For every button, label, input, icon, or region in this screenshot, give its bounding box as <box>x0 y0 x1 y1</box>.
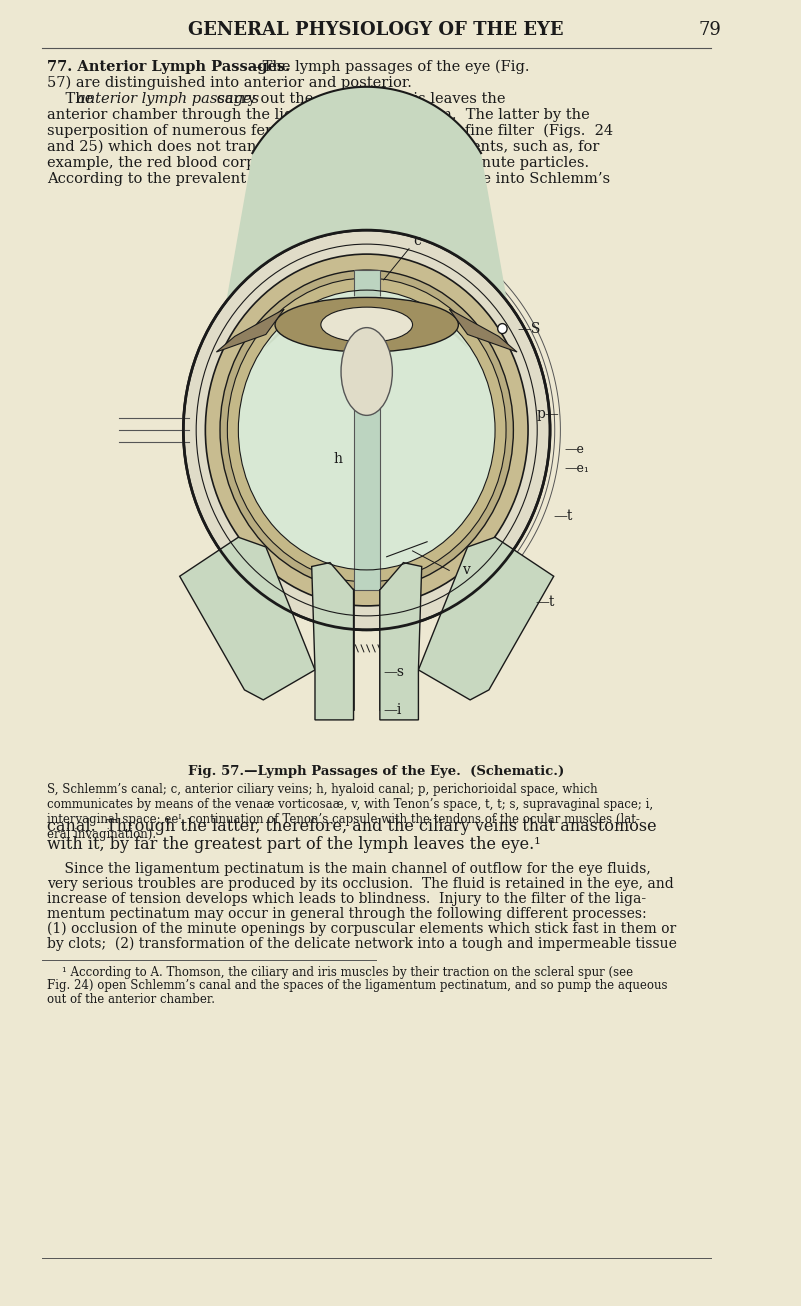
Ellipse shape <box>227 278 506 582</box>
Text: 77. Anterior Lymph Passages.: 77. Anterior Lymph Passages. <box>47 60 290 74</box>
Text: —S: —S <box>517 321 541 336</box>
Polygon shape <box>312 563 353 720</box>
Ellipse shape <box>205 255 528 606</box>
Polygon shape <box>380 563 421 720</box>
Text: very serious troubles are produced by its occlusion.  The fluid is retained in t: very serious troubles are produced by it… <box>47 878 674 891</box>
Text: 79: 79 <box>698 21 722 39</box>
Ellipse shape <box>239 290 495 569</box>
Polygon shape <box>216 310 284 353</box>
Text: with it, by far the greatest part of the lymph leaves the eye.¹: with it, by far the greatest part of the… <box>47 836 541 853</box>
Text: 57) are distinguished into anterior and posterior.: 57) are distinguished into anterior and … <box>47 76 412 90</box>
Text: The: The <box>47 91 98 106</box>
Text: v: v <box>462 563 470 577</box>
Text: —i: —i <box>384 703 402 717</box>
Text: S, Schlemm’s canal; c, anterior ciliary veins; h, hyaloid canal; p, perichorioid: S, Schlemm’s canal; c, anterior ciliary … <box>47 784 653 841</box>
Polygon shape <box>418 537 553 700</box>
Ellipse shape <box>220 270 513 590</box>
Text: and 25) which does not transmit larger corpuscular elements, such as, for: and 25) which does not transmit larger c… <box>47 140 599 154</box>
Text: increase of tension develops which leads to blindness.  Injury to the filter of : increase of tension develops which leads… <box>47 892 646 906</box>
Ellipse shape <box>321 307 413 342</box>
Polygon shape <box>226 86 507 302</box>
Bar <box>353 270 380 590</box>
Text: p—: p— <box>537 407 559 422</box>
Text: carry out the aqueous.  This leaves the: carry out the aqueous. This leaves the <box>211 91 505 106</box>
Ellipse shape <box>275 298 458 353</box>
Text: —s: —s <box>384 665 405 679</box>
Ellipse shape <box>183 230 550 629</box>
Text: mentum pectinatum may occur in general through the following different processes: mentum pectinatum may occur in general t… <box>47 906 646 921</box>
Text: Since the ligamentum pectinatum is the main channel of outflow for the eye fluid: Since the ligamentum pectinatum is the m… <box>47 862 650 876</box>
Polygon shape <box>449 310 517 353</box>
Text: GENERAL PHYSIOLOGY OF THE EYE: GENERAL PHYSIOLOGY OF THE EYE <box>188 21 564 39</box>
Text: superposition of numerous fenestrated lamellæ forms a fine filter  (Figs.  24: superposition of numerous fenestrated la… <box>47 124 613 138</box>
Text: According to the prevalent view these latter pass from here into Schlemm’s: According to the prevalent view these la… <box>47 172 610 185</box>
Text: (1) occlusion of the minute openings by corpuscular elements which stick fast in: (1) occlusion of the minute openings by … <box>47 922 676 936</box>
Text: Fig. 24) open Schlemm’s canal and the spaces of the ligamentum pectinatum, and s: Fig. 24) open Schlemm’s canal and the sp… <box>47 980 667 993</box>
Text: —e: —e <box>565 443 585 456</box>
Text: h: h <box>334 452 343 466</box>
Circle shape <box>497 324 507 333</box>
Text: anterior lymph passages: anterior lymph passages <box>77 91 260 106</box>
Text: Fig. 57.—Lymph Passages of the Eye.  (Schematic.): Fig. 57.—Lymph Passages of the Eye. (Sch… <box>188 765 564 778</box>
Text: ¹ According to A. Thomson, the ciliary and iris muscles by their traction on the: ¹ According to A. Thomson, the ciliary a… <box>47 966 633 980</box>
Ellipse shape <box>341 328 392 415</box>
Text: by clots;  (2) transformation of the delicate network into a tough and impermeab: by clots; (2) transformation of the deli… <box>47 936 677 951</box>
Text: —e₁: —e₁ <box>565 462 590 475</box>
Text: out of the anterior chamber.: out of the anterior chamber. <box>47 993 215 1006</box>
Text: anterior chamber through the ligamentum pectinatum.  The latter by the: anterior chamber through the ligamentum … <box>47 108 590 121</box>
Text: —The lymph passages of the eye (Fig.: —The lymph passages of the eye (Fig. <box>248 60 529 74</box>
Text: c: c <box>413 234 421 248</box>
Polygon shape <box>179 537 315 700</box>
Text: —t: —t <box>553 509 573 522</box>
Text: —t: —t <box>535 594 555 609</box>
Text: canal.  Through the latter, therefore, and the ciliary veins that anastomose: canal. Through the latter, therefore, an… <box>47 818 657 835</box>
Polygon shape <box>264 295 469 349</box>
Text: example, the red blood corpuscles, but only liquids and minute particles.: example, the red blood corpuscles, but o… <box>47 155 590 170</box>
